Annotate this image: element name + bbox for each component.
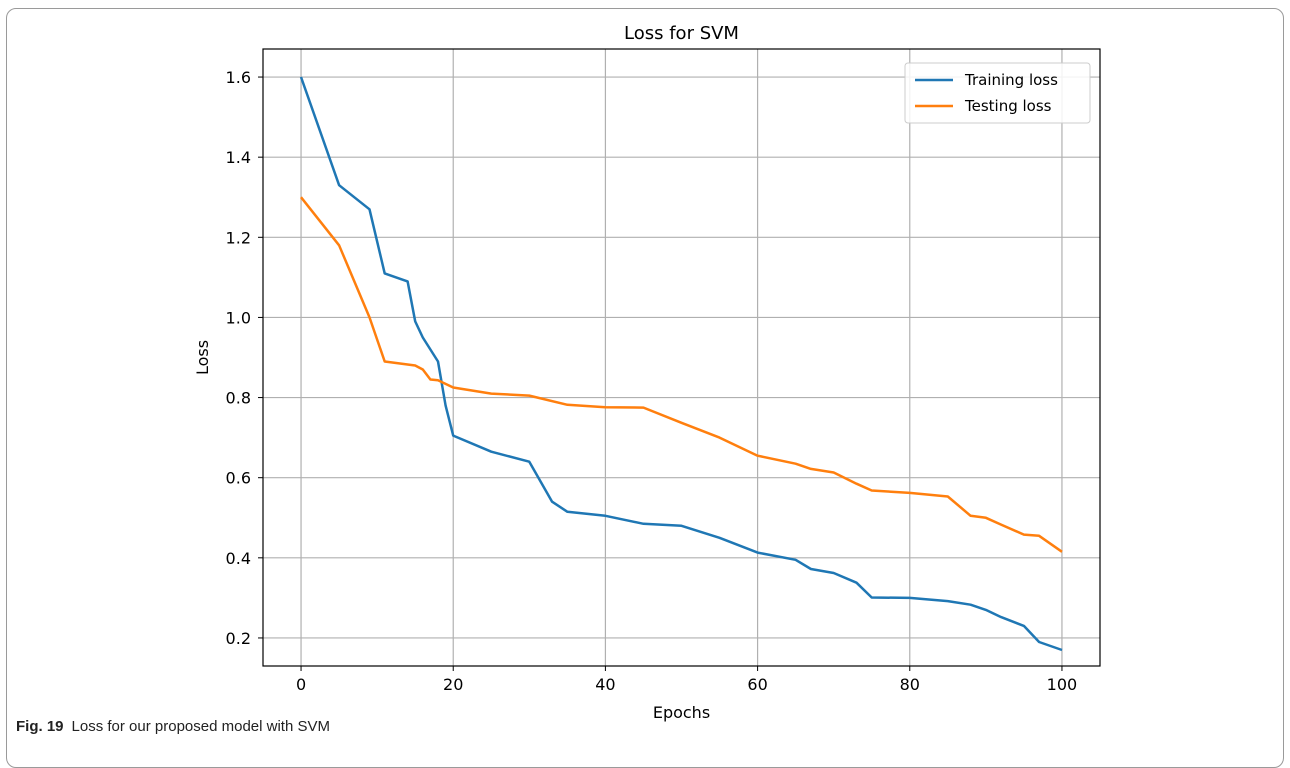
y-tick-label: 0.6 bbox=[226, 469, 251, 488]
x-tick-label: 100 bbox=[1047, 675, 1078, 694]
y-tick-label: 0.4 bbox=[226, 549, 251, 568]
y-tick-label: 1.2 bbox=[226, 228, 251, 247]
figure-caption-label: Fig. 19 bbox=[16, 718, 64, 735]
y-tick-label: 1.0 bbox=[226, 308, 251, 327]
y-tick-label: 0.8 bbox=[226, 389, 251, 408]
figure-caption-text: Loss for our proposed model with SVM bbox=[71, 718, 330, 735]
y-tick-label: 1.4 bbox=[226, 148, 251, 167]
legend-box bbox=[904, 62, 1091, 124]
y-tick-label: 0.2 bbox=[226, 629, 251, 648]
legend-label-training-loss: Training loss bbox=[964, 71, 1058, 89]
x-tick-label: 40 bbox=[595, 675, 615, 694]
x-tick-label: 80 bbox=[900, 675, 920, 694]
x-tick-label: 0 bbox=[296, 675, 306, 694]
x-axis-label: Epochs bbox=[653, 703, 710, 722]
figure-caption: Fig. 19 Loss for our proposed model with … bbox=[16, 718, 330, 735]
legend: Training loss Testing loss bbox=[904, 62, 1091, 124]
grid bbox=[263, 49, 1100, 666]
series-line-training-loss bbox=[299, 76, 1063, 652]
plot-area bbox=[262, 48, 1101, 667]
series-line-testing-loss bbox=[300, 196, 1063, 553]
series-lines bbox=[299, 76, 1063, 652]
chart-title: Loss for SVM bbox=[624, 23, 739, 44]
x-tick-label: 60 bbox=[747, 675, 767, 694]
y-axis-label: Loss bbox=[193, 340, 212, 375]
axis-ticks: 0 20 40 60 80 100 0.2 0.4 0.6 0.8 1.0 1.2 1.4 1.6 bbox=[226, 68, 1078, 694]
y-tick-label: 1.6 bbox=[226, 68, 251, 87]
legend-label-testing-loss: Testing loss bbox=[964, 97, 1052, 115]
x-tick-label: 20 bbox=[443, 675, 463, 694]
